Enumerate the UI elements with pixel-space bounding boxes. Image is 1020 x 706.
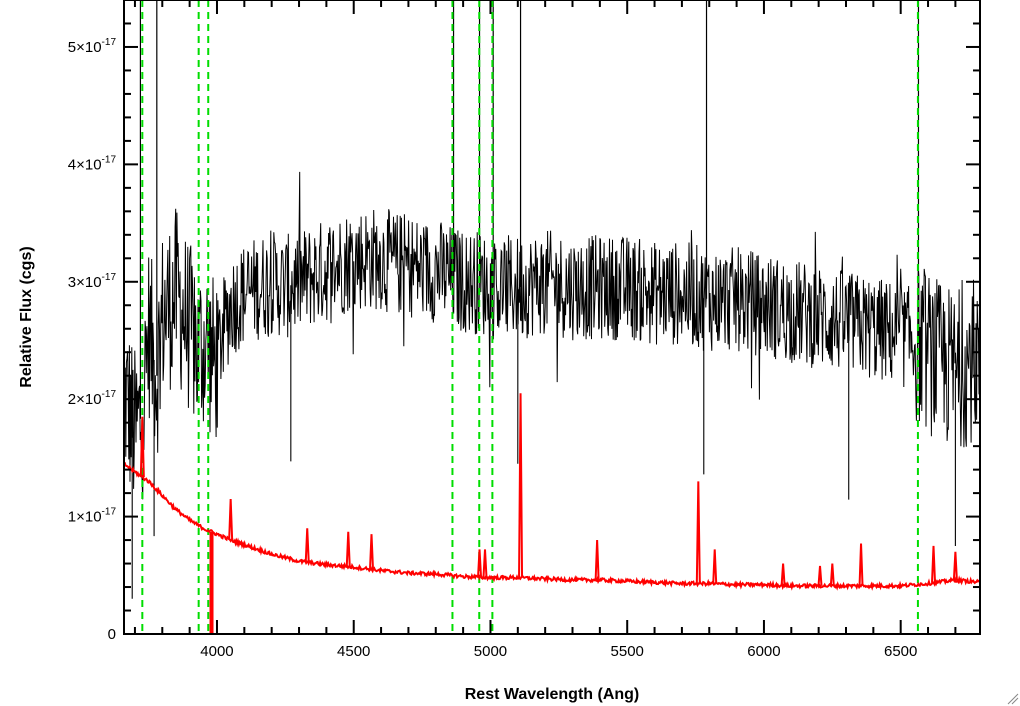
x-tick-label: 6000 [747, 643, 780, 660]
red-emission-line [931, 545, 937, 583]
x-tick-label: 5000 [474, 643, 507, 660]
red-emission-line [369, 534, 375, 570]
red-emission-line [780, 563, 786, 586]
x-tick-label: 4000 [200, 643, 233, 660]
red-emission-line [829, 563, 835, 586]
red-emission-line [695, 481, 701, 584]
y-tick-label: 3×10-17 [68, 272, 117, 291]
y-tick-label: 5×10-17 [68, 37, 117, 56]
red-emission-line [518, 393, 524, 578]
red-emission-line [817, 565, 823, 586]
y-tick-label: 4×10-17 [68, 154, 117, 173]
red-emission-line [594, 540, 600, 581]
red-emission-line [482, 549, 488, 578]
red-emission-line [304, 528, 310, 563]
x-tick-label: 5500 [611, 643, 644, 660]
resize-grip-icon[interactable] [1007, 693, 1019, 705]
x-tick-label: 6500 [884, 643, 917, 660]
x-tick-label: 4500 [337, 643, 370, 660]
y-tick-label: 0 [108, 626, 116, 643]
black-spectrum-line [124, 171, 980, 500]
plot-frame [123, 0, 981, 635]
y-axis-title: Relative Flux (cgs) [18, 246, 35, 387]
red-emission-line [228, 498, 234, 541]
red-model-line [124, 461, 980, 591]
red-emission-line [858, 543, 864, 586]
y-tick-label: 2×10-17 [68, 389, 117, 408]
red-emission-line [952, 551, 958, 581]
red-emission-line [477, 549, 483, 578]
tick-labels: 4000 4500 5000 5500 6000 6500 0 1×10-17 2×10-17 3… [68, 37, 918, 660]
red-emission-line [712, 549, 718, 584]
x-axis-title: Rest Wavelength (Ang) [465, 686, 640, 703]
y-tick-label: 1×10-17 [68, 507, 117, 526]
red-emission-line [139, 416, 145, 478]
red-emission-line [345, 531, 351, 567]
plot-area [124, 0, 980, 634]
axis-ticks [124, 0, 980, 635]
